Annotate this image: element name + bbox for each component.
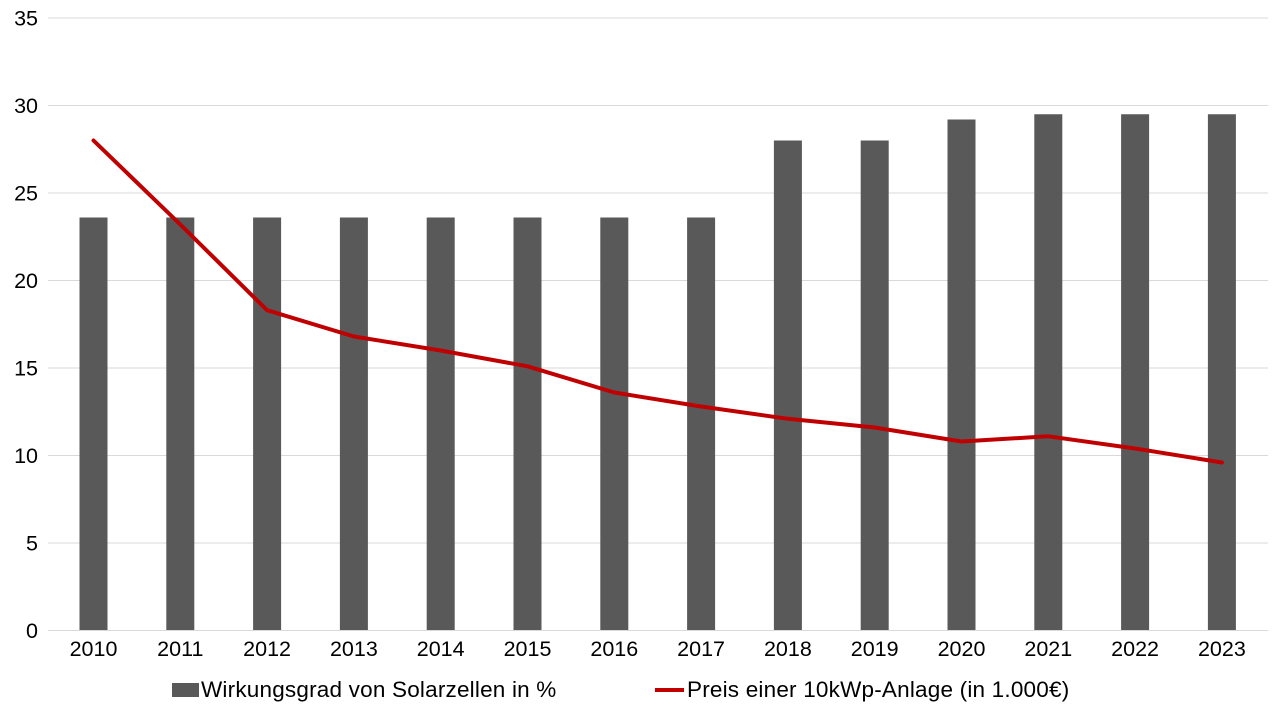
x-axis-tick-label: 2011 (157, 637, 203, 661)
bar-2016 (600, 217, 629, 630)
chart-plot-area: 0 5 10 15 20 25 30 35 2010 2011 2012 2013 2014 2015 20… (14, 7, 1268, 661)
bar-2014 (426, 217, 455, 630)
y-axis-tick-label: 5 (26, 532, 38, 556)
y-axis-tick-label: 25 (14, 182, 38, 206)
y-axis-tick-label: 0 (26, 619, 38, 643)
bar-2012 (253, 217, 282, 630)
bar-2022 (1121, 114, 1150, 630)
x-axis-tick-label: 2019 (851, 637, 899, 661)
x-axis-tick-label: 2012 (243, 637, 291, 661)
bar-2023 (1207, 114, 1236, 630)
x-axis-tick-label: 2023 (1198, 637, 1246, 661)
y-axis-tick-label: 30 (14, 94, 38, 118)
bar-2021 (1034, 114, 1063, 630)
legend-label-efficiency: Wirkungsgrad von Solarzellen in % (201, 677, 557, 702)
x-axis-tick-label: 2020 (938, 637, 986, 661)
x-axis-tick-label: 2013 (330, 637, 378, 661)
bar-2013 (339, 217, 368, 630)
y-axis-tick-label: 35 (14, 7, 38, 31)
x-axis-tick-label: 2016 (590, 637, 638, 661)
price-line (91, 138, 1224, 465)
bar-2015 (513, 217, 542, 630)
y-axis-tick-label: 10 (14, 444, 38, 468)
x-axis-tick-label: 2014 (417, 637, 465, 661)
chart-legend: Wirkungsgrad von Solarzellen in % Preis … (0, 676, 1280, 706)
bar-2020 (947, 119, 976, 630)
bar-series-swatch (172, 683, 199, 697)
x-axis-tick-label: 2010 (70, 637, 118, 661)
bar-2019 (860, 140, 889, 630)
line-series-swatch (655, 688, 684, 692)
bar-2010 (79, 217, 108, 630)
y-axis-tick-label: 20 (14, 269, 38, 293)
legend-label-price: Preis einer 10kWp-Anlage (in 1.000€) (687, 677, 1070, 702)
legend-item-price: Preis einer 10kWp-Anlage (in 1.000€) (655, 676, 1069, 704)
x-axis-tick-label: 2022 (1111, 637, 1159, 661)
x-axis-tick-label: 2017 (677, 637, 725, 661)
x-axis-tick-label: 2021 (1024, 637, 1072, 661)
bar-2018 (773, 140, 802, 630)
legend-item-efficiency: Wirkungsgrad von Solarzellen in % (172, 676, 557, 704)
y-axis-tick-label: 15 (14, 357, 38, 381)
x-axis-tick-label: 2018 (764, 637, 812, 661)
bar-2017 (687, 217, 716, 630)
x-axis-tick-label: 2015 (504, 637, 552, 661)
bar-2011 (166, 217, 195, 630)
